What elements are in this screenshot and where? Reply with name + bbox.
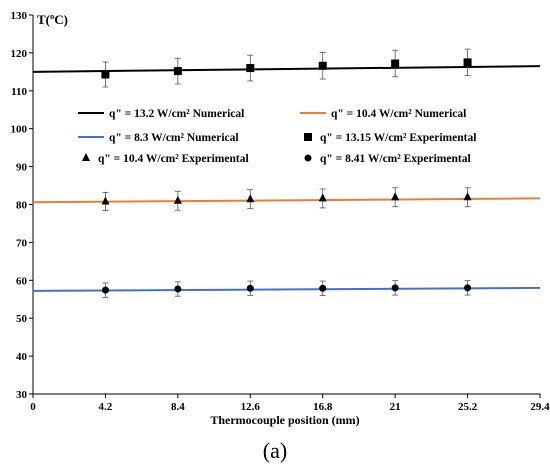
series-line — [32, 197, 541, 204]
y-tick-label: 90 — [16, 162, 28, 174]
data-point — [174, 285, 182, 293]
data-point — [173, 67, 182, 76]
data-point — [463, 58, 472, 67]
x-tick-label: 0 — [30, 401, 36, 413]
data-point — [246, 284, 254, 292]
data-point — [464, 284, 472, 292]
series-line — [32, 286, 541, 292]
data-point — [101, 286, 109, 294]
x-tick-label: 4.2 — [99, 401, 113, 413]
data-point — [101, 70, 110, 79]
legend-marker-swatch — [82, 153, 90, 161]
legend-label: q" = 8.41 W/cm² Experimental — [320, 153, 471, 165]
legend-label: q" = 8.3 W/cm² Numerical — [109, 132, 239, 144]
series-line — [32, 65, 541, 73]
y-tick-label: 40 — [16, 351, 28, 363]
legend-label: q" = 13.15 W/cm² Experimental — [320, 132, 476, 144]
data-point — [391, 59, 400, 68]
data-point — [318, 193, 327, 202]
legend-label: q" = 10.4 W/cm² Experimental — [98, 153, 249, 165]
y-axis-label: T(ºC) — [37, 12, 68, 27]
y-tick-label: 110 — [11, 86, 27, 98]
data-point — [463, 192, 472, 201]
data-point — [101, 196, 110, 205]
y-tick-label: 130 — [11, 10, 28, 22]
y-tick-label: 80 — [16, 200, 28, 212]
y-tick-label: 60 — [16, 275, 28, 287]
y-tick-label: 30 — [16, 389, 28, 401]
legend-label: q" = 13.2 W/cm² Numerical — [109, 108, 244, 120]
series-layer — [32, 48, 541, 298]
data-point — [391, 284, 399, 292]
data-point — [246, 64, 255, 73]
x-tick-label: 8.4 — [171, 401, 185, 413]
y-tick-label: 70 — [16, 237, 28, 249]
x-axis-label: Thermocouple position (mm) — [210, 413, 359, 427]
y-tick-label: 50 — [16, 313, 28, 325]
figure-caption: (a) — [262, 438, 288, 463]
data-point — [319, 284, 327, 292]
data-point — [246, 194, 255, 203]
x-tick-label: 25.2 — [458, 401, 478, 413]
data-point — [318, 61, 327, 70]
legend-marker-swatch — [304, 133, 312, 141]
y-tick-label: 100 — [11, 124, 28, 136]
x-tick-label: 12.6 — [241, 401, 261, 413]
legend: q" = 13.2 W/cm² Numerical q" = 10.4 W/cm²… — [78, 108, 476, 165]
x-tick-label: 16.8 — [313, 401, 333, 413]
data-point — [173, 195, 182, 204]
x-tick-label: 21 — [390, 401, 401, 413]
legend-marker-swatch — [304, 154, 312, 162]
axes: 30 40 50 60 70 80 90 100 110 120 130 0 4.2 8.4 12.6 16.… — [11, 10, 550, 413]
data-point — [391, 192, 400, 201]
legend-label: q" = 10.4 W/cm² Numerical — [331, 108, 466, 120]
y-tick-label: 120 — [11, 48, 28, 60]
x-tick-label: 29.4 — [530, 401, 550, 413]
